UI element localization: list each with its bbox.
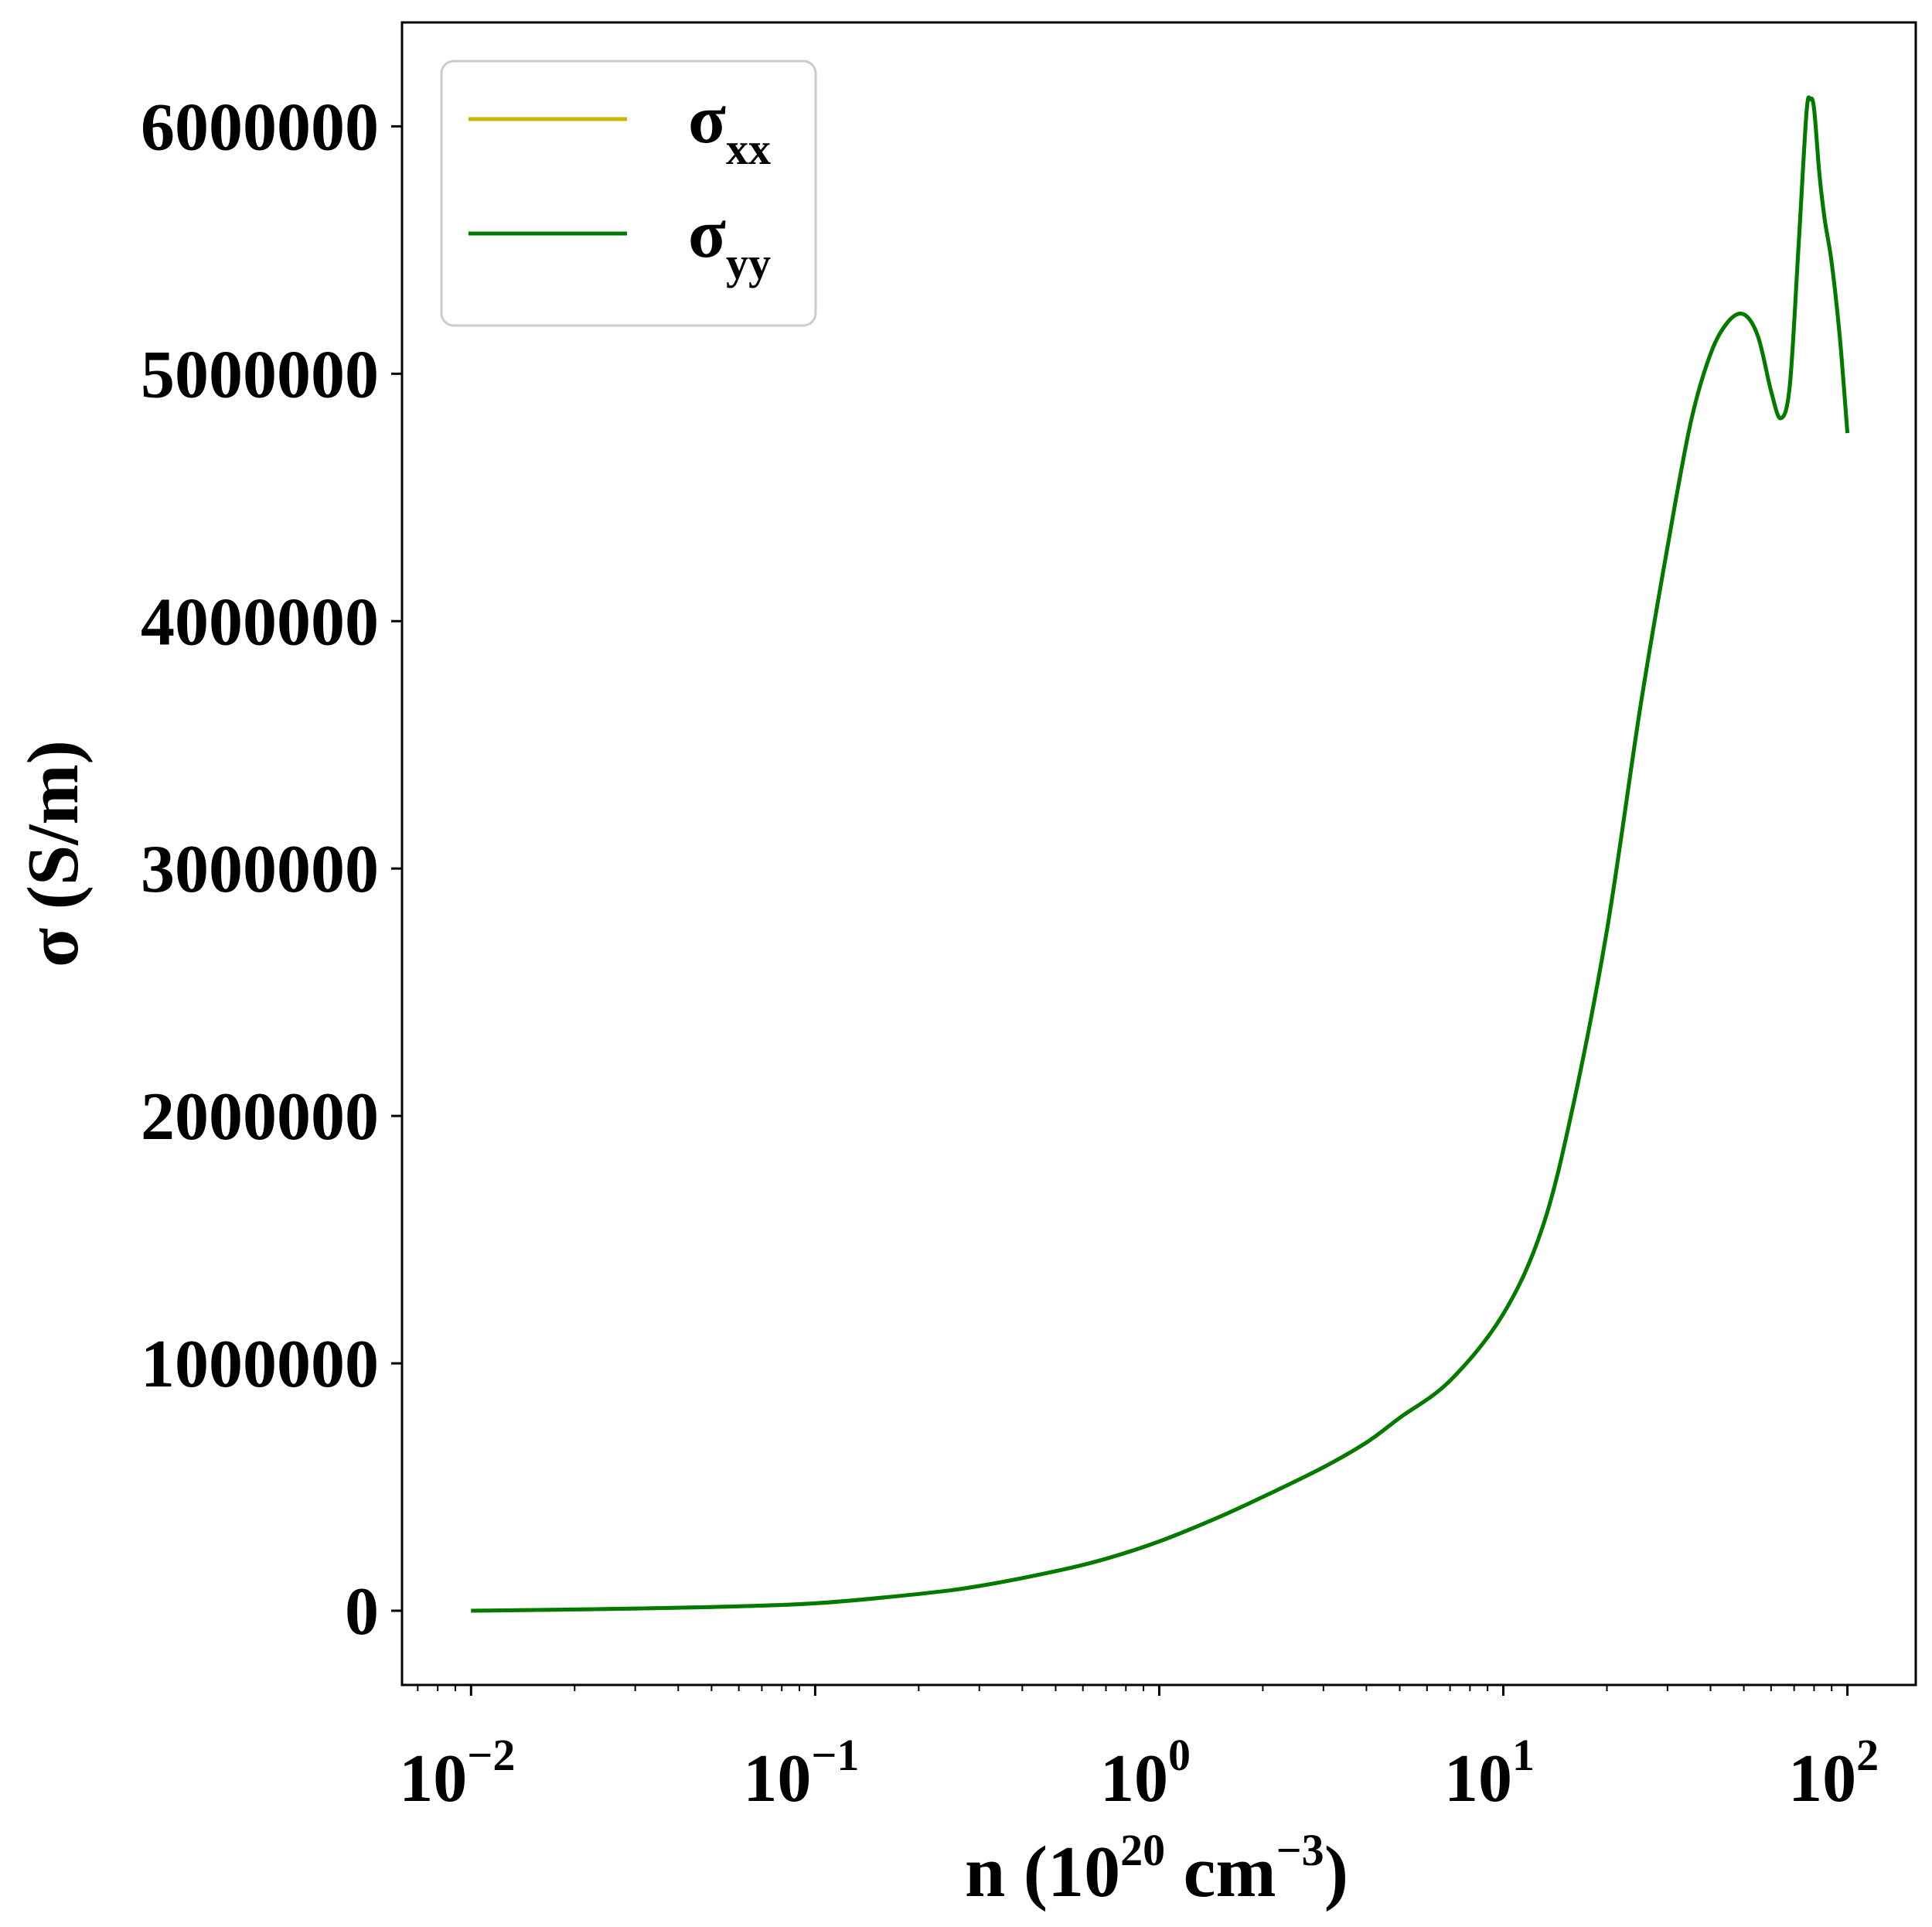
y-tick-label: 5000000 — [141, 337, 379, 412]
x-tick-base: 10 — [743, 1741, 811, 1816]
y-tick-label: 3000000 — [141, 832, 379, 907]
x-tick-exponent: 0 — [1168, 1730, 1191, 1780]
x-axis-ticks: 10−2 10−1 100 101 102 — [399, 1685, 1879, 1816]
x-tick-base: 10 — [399, 1741, 467, 1816]
y-tick-label: 4000000 — [141, 585, 379, 660]
y-tick-label: 2000000 — [141, 1079, 379, 1154]
y-tick-label: 0 — [345, 1574, 379, 1649]
x-tick-label: 10−2 — [399, 1730, 515, 1816]
series-line-sigma-yy — [471, 95, 1850, 1613]
x-axis-title-mid: cm — [1165, 1832, 1276, 1912]
x-axis-title-exp2: −3 — [1276, 1825, 1324, 1875]
x-tick-label: 102 — [1788, 1730, 1879, 1816]
y-tick-label: 6000000 — [141, 90, 379, 165]
y-axis-title: σ (S/m) — [13, 740, 94, 967]
x-tick-label: 10−1 — [743, 1730, 859, 1816]
x-tick-base: 10 — [1444, 1741, 1512, 1816]
series-layer — [471, 95, 1850, 1613]
x-tick-label: 101 — [1444, 1730, 1535, 1816]
x-tick-exponent: −2 — [467, 1730, 515, 1780]
x-axis-title-exp1: 20 — [1120, 1825, 1165, 1875]
x-tick-base: 10 — [1100, 1741, 1168, 1816]
x-tick-base: 10 — [1788, 1741, 1856, 1816]
legend: σxx σyy — [440, 60, 817, 327]
x-axis-title: n (1020 cm−3) — [965, 1825, 1348, 1912]
x-tick-exponent: 2 — [1856, 1730, 1879, 1780]
y-tick-label: 1000000 — [141, 1327, 379, 1402]
y-axis-ticks: 0 1000000 2000000 3000000 4000000 5000000 6000… — [141, 90, 402, 1649]
legend-box — [440, 60, 817, 327]
x-tick-label: 100 — [1100, 1730, 1191, 1816]
legend-label-sigma-xx: σxx — [688, 81, 771, 174]
x-tick-exponent: 1 — [1512, 1730, 1535, 1780]
x-axis-title-end: ) — [1324, 1832, 1348, 1912]
x-axis-title-main: n (10 — [965, 1832, 1120, 1912]
legend-label-sigma-yy: σyy — [688, 196, 771, 288]
x-tick-exponent: −1 — [811, 1730, 859, 1780]
